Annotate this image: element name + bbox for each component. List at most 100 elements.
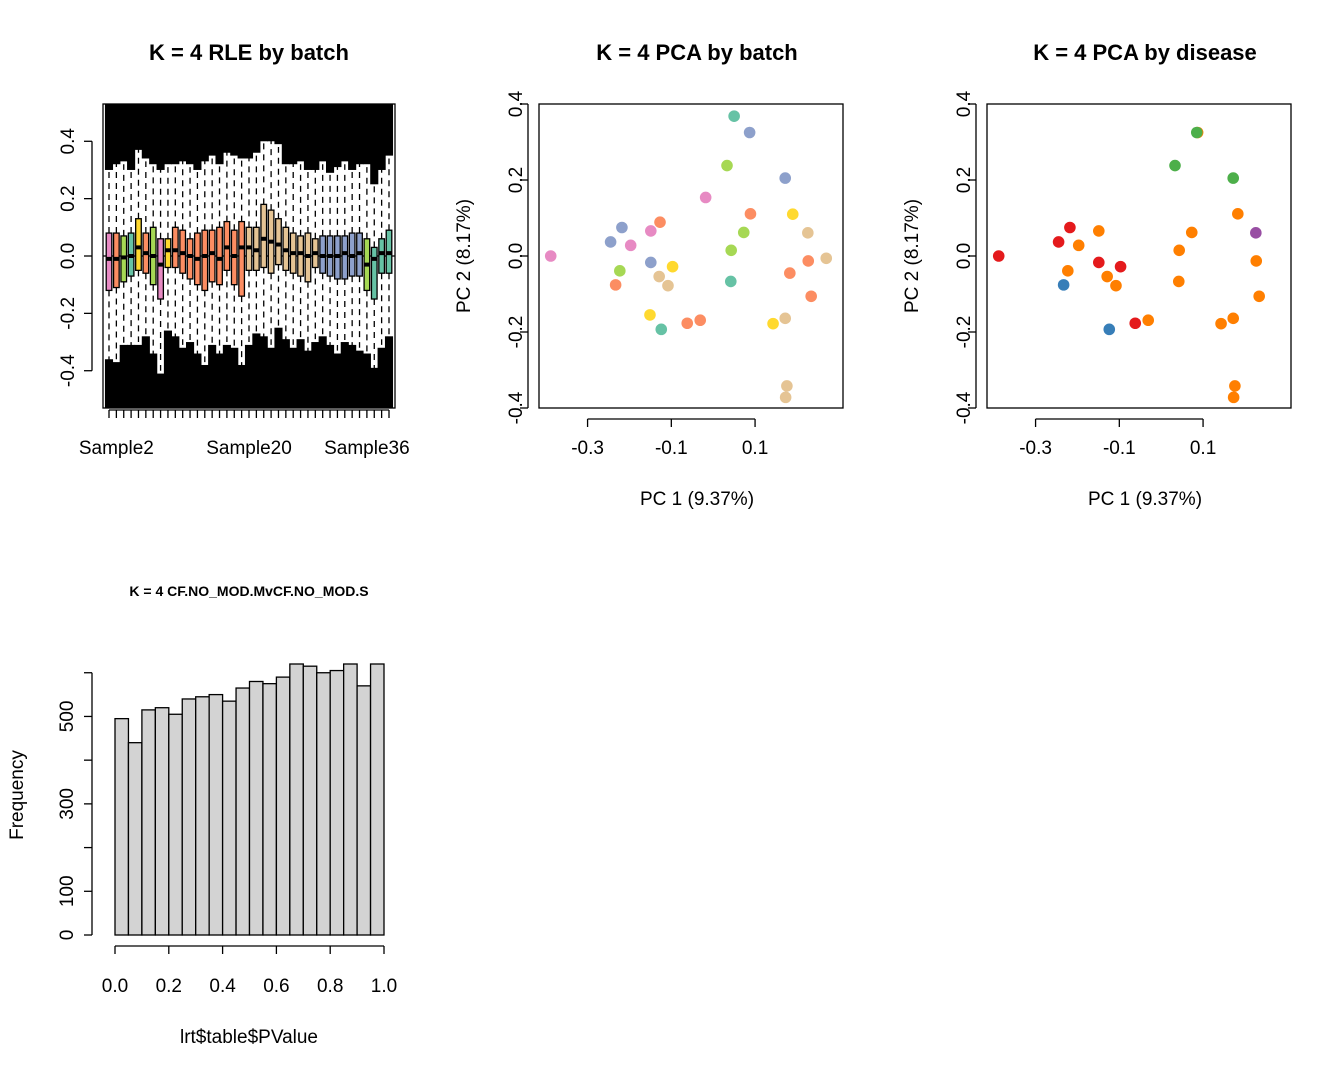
x-tick-label: 0.6 bbox=[263, 976, 289, 997]
hist-bar bbox=[154, 707, 170, 936]
pca-point bbox=[624, 239, 637, 252]
hist-bar bbox=[289, 663, 304, 936]
y-tick-label: 0 bbox=[57, 930, 78, 941]
rle-outliers-high bbox=[384, 104, 394, 156]
pca-point bbox=[1215, 317, 1227, 330]
rle-outliers-high bbox=[340, 104, 349, 162]
rle-box bbox=[260, 203, 268, 269]
rle-box bbox=[370, 246, 378, 300]
pca-point bbox=[802, 255, 815, 267]
pca-point bbox=[779, 312, 792, 325]
rle-outliers-high bbox=[156, 104, 165, 170]
hist-bar bbox=[369, 663, 385, 936]
y-tick-label: 0.4 bbox=[506, 90, 527, 117]
rle-outliers-high bbox=[112, 104, 121, 165]
rle-outliers-low bbox=[267, 347, 276, 408]
pca-point bbox=[1227, 391, 1240, 404]
pca-point bbox=[1064, 221, 1076, 234]
rle-outliers-high bbox=[200, 104, 209, 162]
pca-point bbox=[1103, 323, 1116, 336]
rle-title: K = 4 RLE by batch bbox=[149, 40, 349, 65]
rle-outliers-high bbox=[252, 104, 261, 153]
rle-box bbox=[186, 238, 194, 280]
pca-disease-ylabel: PC 2 (8.17%) bbox=[902, 199, 923, 313]
rle-outliers-high bbox=[377, 104, 386, 170]
pca-point bbox=[1185, 226, 1198, 239]
rle-box bbox=[238, 220, 246, 297]
pca-point bbox=[743, 126, 756, 139]
rle-outliers-high bbox=[348, 104, 357, 170]
pca-point bbox=[721, 159, 733, 172]
hist-bar bbox=[181, 698, 197, 936]
hist-y-axis: 0 100 300 500 bbox=[57, 672, 93, 941]
pca-point bbox=[781, 380, 793, 392]
y-tick-label: -0.2 bbox=[506, 316, 527, 349]
y-tick-label: -0.4 bbox=[954, 391, 975, 424]
rle-outliers-low bbox=[171, 336, 180, 408]
rle-box bbox=[297, 235, 305, 277]
rle-outliers-low bbox=[200, 364, 209, 408]
rle-outliers-low bbox=[340, 342, 349, 408]
rle-outliers-low bbox=[252, 333, 261, 408]
rle-outliers-high bbox=[222, 104, 231, 153]
pca-point bbox=[645, 256, 657, 269]
rle-outliers-high bbox=[134, 104, 143, 150]
pca-point bbox=[1173, 244, 1185, 257]
hist-ylabel: Frequency bbox=[7, 750, 28, 840]
pca-point bbox=[779, 391, 792, 404]
rle-outliers-low bbox=[377, 347, 386, 408]
y-tick-label: 0.2 bbox=[506, 167, 527, 193]
rle-panel: K = 4 RLE by batch -0.4 -0.2 0.0 0.2 0.4 Sam… bbox=[58, 40, 410, 459]
y-tick-label: 0.2 bbox=[954, 167, 975, 193]
hist-bar bbox=[275, 676, 291, 936]
rle-plot-area bbox=[103, 104, 395, 408]
rle-outliers-high bbox=[237, 104, 246, 159]
pca-point bbox=[779, 172, 792, 184]
rle-outliers-high bbox=[281, 104, 290, 165]
rle-outliers-high bbox=[215, 104, 224, 165]
pca-point bbox=[784, 267, 796, 279]
pca-disease-panel: K = 4 PCA by disease -0.4 -0.2 0.0 0.2 0.4 -… bbox=[902, 40, 1292, 510]
rle-box bbox=[208, 229, 216, 283]
rle-outliers-low bbox=[134, 344, 143, 408]
pca-point bbox=[1229, 380, 1241, 392]
rle-outliers-high bbox=[355, 104, 364, 165]
rle-outliers-low bbox=[104, 359, 114, 408]
hist-bar bbox=[127, 742, 143, 936]
pca-point bbox=[662, 279, 674, 292]
rle-outliers-low bbox=[222, 344, 231, 408]
y-tick-label: -0.4 bbox=[58, 354, 79, 387]
pca-point bbox=[1129, 317, 1142, 330]
hist-bar bbox=[168, 713, 183, 936]
pca-batch-points bbox=[544, 110, 833, 404]
pca-batch-xlabel: PC 1 (9.37%) bbox=[640, 489, 754, 510]
rle-outliers-high bbox=[104, 104, 114, 170]
hist-x-axis: 0.0 0.2 0.4 0.6 0.8 1.0 bbox=[102, 945, 397, 997]
y-tick-label: 0.2 bbox=[58, 185, 79, 211]
pca-point bbox=[666, 260, 679, 273]
rle-outliers-low bbox=[259, 336, 268, 408]
pca-point bbox=[1062, 265, 1074, 277]
hist-bar bbox=[356, 685, 372, 936]
rle-x-axis: Sample2 Sample20 Sample36 bbox=[79, 409, 410, 459]
pca-point bbox=[1250, 227, 1262, 239]
pca-disease-points bbox=[992, 126, 1265, 404]
x-tick-label: -0.3 bbox=[571, 438, 604, 459]
y-tick-label: 0.4 bbox=[58, 128, 79, 155]
rle-box bbox=[157, 238, 165, 300]
rle-outliers-low bbox=[141, 336, 150, 408]
rle-outliers-low bbox=[318, 336, 327, 408]
pca-point bbox=[1110, 279, 1122, 292]
pca-point bbox=[1169, 159, 1181, 172]
rle-box bbox=[164, 238, 172, 269]
rle-outliers-high bbox=[326, 104, 335, 173]
y-tick-label: 0.0 bbox=[506, 243, 527, 269]
x-tick-label: -0.3 bbox=[1019, 438, 1052, 459]
pca-disease-xlabel: PC 1 (9.37%) bbox=[1088, 489, 1202, 510]
pca-point bbox=[1114, 260, 1127, 273]
x-tick-label: 0.1 bbox=[1190, 438, 1216, 459]
rle-outliers-low bbox=[281, 339, 290, 408]
pca-point bbox=[737, 226, 750, 239]
rle-outliers-high bbox=[149, 104, 158, 165]
